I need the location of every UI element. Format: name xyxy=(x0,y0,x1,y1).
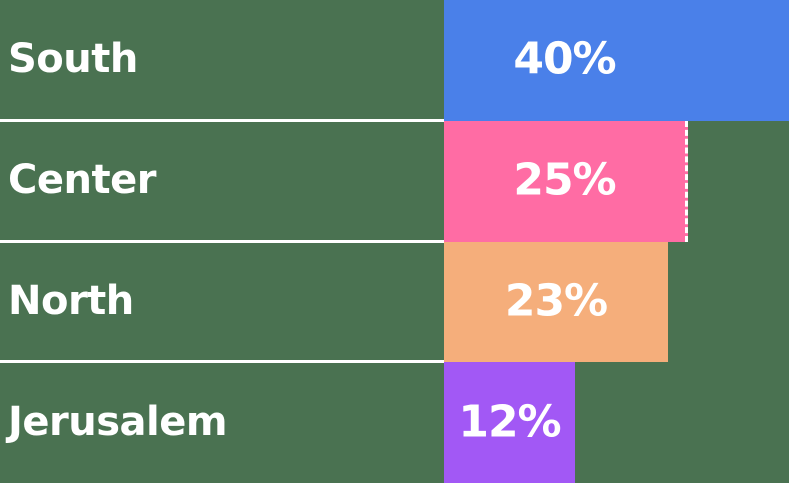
value-label-south: 40% xyxy=(513,33,616,85)
category-label-jerusalem: Jerusalem xyxy=(8,398,228,445)
chart-row-center: Center 25% xyxy=(0,120,789,243)
value-label-center: 25% xyxy=(513,154,616,206)
chart-row-north: North 23% xyxy=(0,241,789,364)
bar-center: 25% xyxy=(444,120,688,242)
category-label-center: Center xyxy=(8,157,156,204)
category-label-south: South xyxy=(8,36,138,83)
value-label-north: 23% xyxy=(504,275,608,327)
chart-row-south: South 40% xyxy=(0,0,789,122)
chart-row-jerusalem: Jerusalem 12% xyxy=(0,362,789,483)
value-label-jerusalem: 12% xyxy=(458,396,561,448)
category-label-north: North xyxy=(8,277,134,324)
row-separator xyxy=(0,239,444,243)
row-separator xyxy=(0,360,444,364)
bar-jerusalem: 12% xyxy=(444,362,575,483)
bar-north: 23% xyxy=(444,241,668,363)
bar-south: 40% xyxy=(444,0,789,121)
row-separator xyxy=(0,118,444,122)
